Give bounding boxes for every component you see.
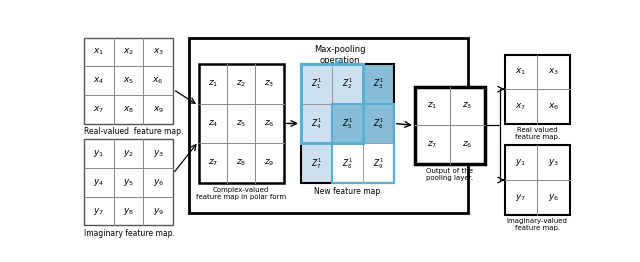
Bar [189,38,467,213]
Text: Imaginary-valued
feature map.: Imaginary-valued feature map. [507,218,568,231]
Text: $x_8$: $x_8$ [123,104,134,115]
Text: $x_5$: $x_5$ [123,75,134,86]
Bar [332,103,363,143]
Bar [84,38,173,124]
Text: $x_7$: $x_7$ [515,101,527,112]
Text: $Z^1_5$: $Z^1_5$ [342,116,353,131]
Text: $x_2$: $x_2$ [123,47,134,57]
Text: $y_8$: $y_8$ [123,206,134,217]
Text: $z_3$: $z_3$ [264,78,275,89]
Text: $x_9$: $x_9$ [152,104,164,115]
Bar [332,143,363,183]
Text: $z_1$: $z_1$ [427,101,437,111]
Bar [363,103,394,143]
Text: $y_1$: $y_1$ [93,148,104,159]
Text: $x_3$: $x_3$ [152,47,164,57]
Text: $y_4$: $y_4$ [93,177,104,188]
Bar [505,54,570,124]
Text: $y_3$: $y_3$ [152,148,164,159]
Text: $Z^1_6$: $Z^1_6$ [373,116,384,131]
Bar [332,103,394,183]
Text: $Z^1_1$: $Z^1_1$ [311,76,322,91]
Text: $y_7$: $y_7$ [93,206,104,217]
Text: $z_6$: $z_6$ [264,118,275,129]
Text: $z_4$: $z_4$ [207,118,218,129]
Text: $Z^1_8$: $Z^1_8$ [342,156,353,171]
Text: $z_8$: $z_8$ [236,158,246,168]
Text: $z_7$: $z_7$ [427,139,437,150]
Text: $Z^1_2$: $Z^1_2$ [342,76,353,91]
Text: $y_5$: $y_5$ [123,177,134,188]
Text: $y_1$: $y_1$ [515,157,527,168]
Text: Real valued
feature map.: Real valued feature map. [515,127,560,140]
Bar [363,64,394,103]
Bar [301,143,332,183]
Text: $Z^1_9$: $Z^1_9$ [373,156,384,171]
Text: $x_1$: $x_1$ [93,47,104,57]
Bar [301,64,363,143]
Text: $Z^1_3$: $Z^1_3$ [373,76,384,91]
Text: $z_5$: $z_5$ [236,118,246,129]
Bar [505,145,570,215]
Text: $x_3$: $x_3$ [548,67,559,77]
Text: Imaginary feature map.: Imaginary feature map. [84,228,175,238]
Text: $z_7$: $z_7$ [207,158,218,168]
Bar [415,87,484,164]
Bar [84,139,173,226]
Text: $y_6$: $y_6$ [152,177,164,188]
Text: $x_1$: $x_1$ [515,67,527,77]
Text: $y_9$: $y_9$ [152,206,164,217]
Text: $z_3$: $z_3$ [462,101,472,111]
Bar [198,64,284,183]
Text: $x_7$: $x_7$ [93,104,104,115]
Text: Output of the
pooling layer.: Output of the pooling layer. [426,168,473,181]
Bar [301,64,332,103]
Text: $z_6$: $z_6$ [462,139,472,150]
Text: $y_6$: $y_6$ [548,192,559,203]
Text: $z_2$: $z_2$ [236,78,246,89]
Text: $x_4$: $x_4$ [93,75,104,86]
Text: New feature map: New feature map [314,187,381,196]
Text: $Z^1_4$: $Z^1_4$ [311,116,322,131]
Text: $z_1$: $z_1$ [207,78,218,89]
Text: Real-valued  feature map.: Real-valued feature map. [84,127,183,136]
Text: Max-pooling
operation: Max-pooling operation [314,45,365,65]
Text: $x_6$: $x_6$ [152,75,164,86]
Bar [301,103,332,143]
Bar [332,64,363,103]
Text: $x_6$: $x_6$ [548,101,559,112]
Text: $y_2$: $y_2$ [123,148,134,159]
Text: $y_7$: $y_7$ [515,192,527,203]
Bar [301,64,394,183]
Bar [363,143,394,183]
Text: $z_9$: $z_9$ [264,158,275,168]
Text: $Z^1_7$: $Z^1_7$ [311,156,322,171]
Text: $y_3$: $y_3$ [548,157,559,168]
Text: Complex-valued
feature map in polar form: Complex-valued feature map in polar form [196,187,286,200]
